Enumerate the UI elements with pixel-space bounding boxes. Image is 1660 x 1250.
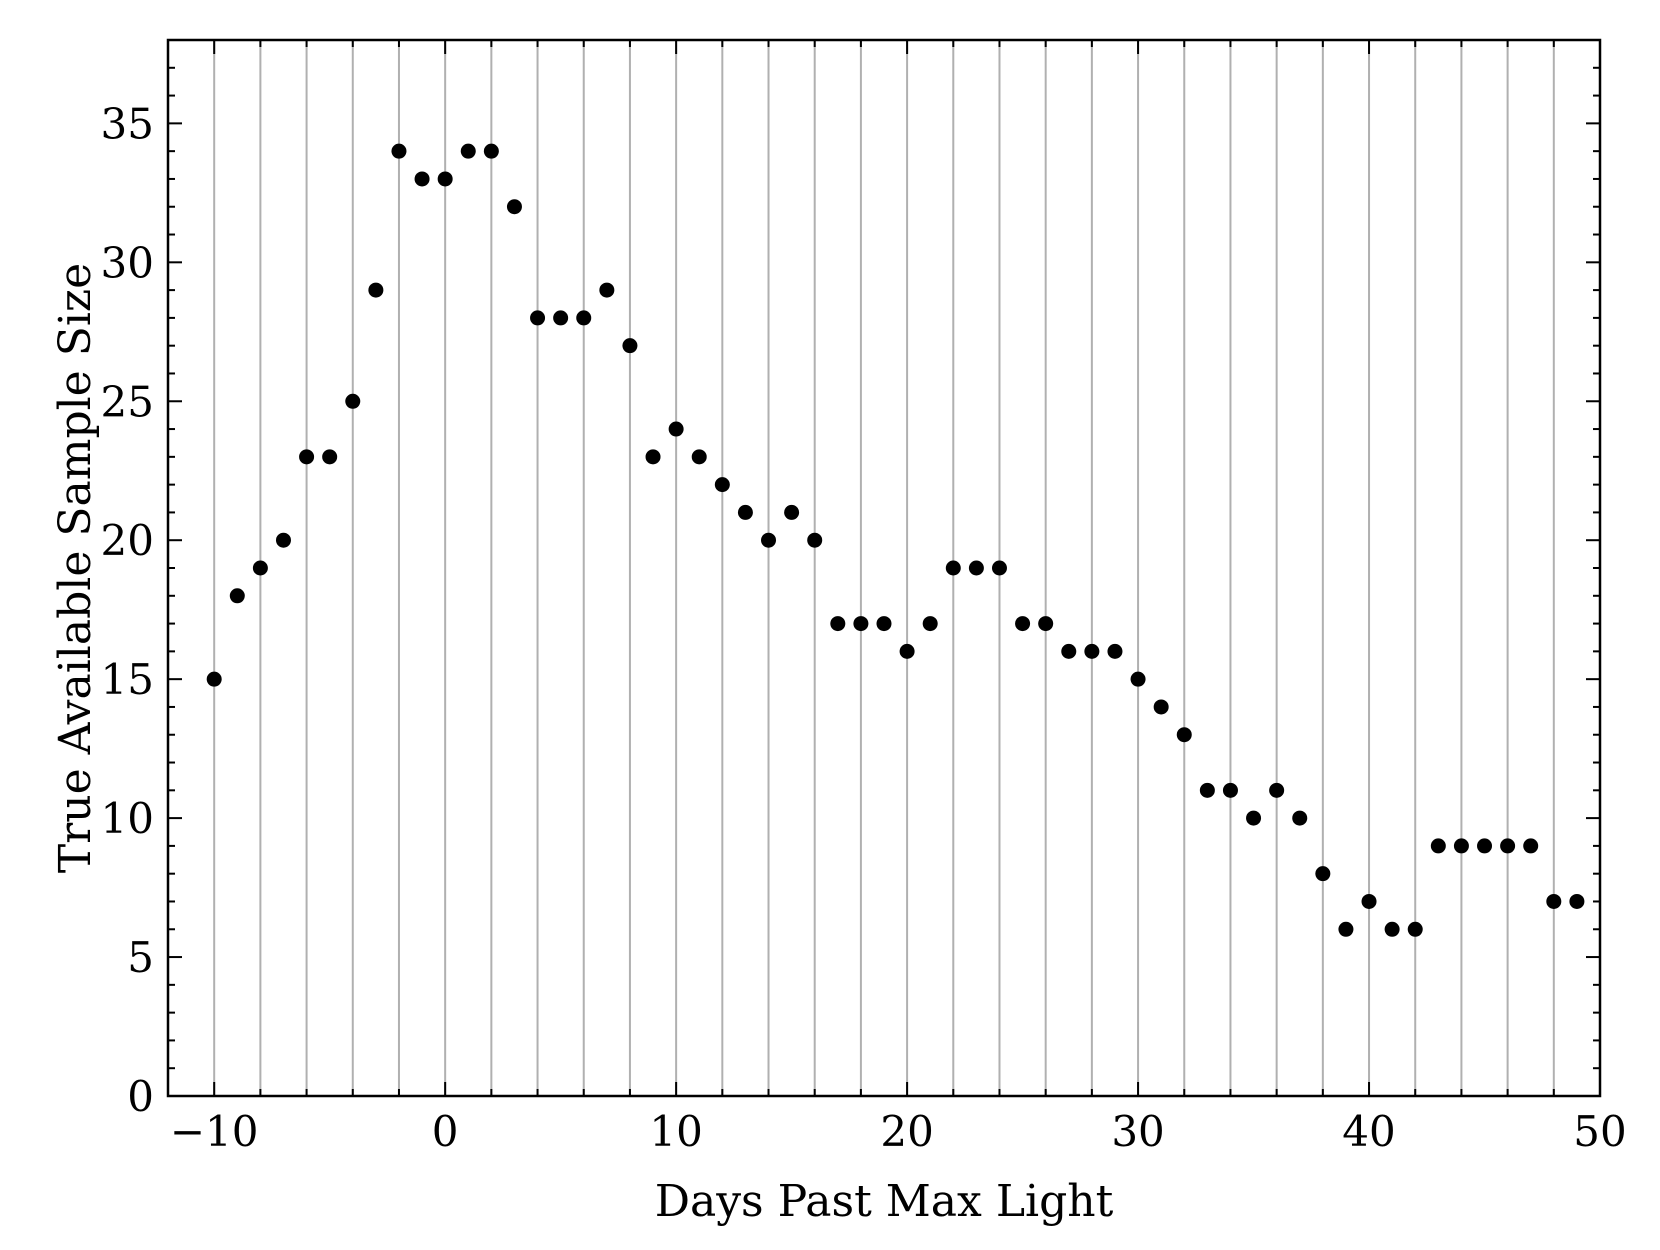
data-point bbox=[1061, 643, 1077, 659]
data-point bbox=[1477, 838, 1493, 854]
data-point bbox=[1153, 699, 1169, 715]
data-point bbox=[437, 171, 453, 187]
data-point bbox=[506, 199, 522, 215]
y-tick-label: 35 bbox=[101, 99, 154, 148]
data-points bbox=[206, 143, 1585, 937]
data-point bbox=[922, 616, 938, 632]
x-tick-label: 40 bbox=[1342, 1107, 1395, 1156]
data-point bbox=[599, 282, 615, 298]
data-point bbox=[1315, 866, 1331, 882]
data-point bbox=[1338, 921, 1354, 937]
data-point bbox=[483, 143, 499, 159]
x-tick-label: 20 bbox=[880, 1107, 933, 1156]
tick-labels: −10 0 10 20 30 40 50 0 5 10 15 20 25 30 35 bbox=[101, 99, 1627, 1156]
data-point bbox=[622, 338, 638, 354]
data-point bbox=[275, 532, 291, 548]
data-point bbox=[368, 282, 384, 298]
y-tick-label: 10 bbox=[101, 794, 154, 843]
data-point bbox=[668, 421, 684, 437]
data-point bbox=[991, 560, 1007, 576]
data-point bbox=[1199, 782, 1215, 798]
data-point bbox=[1130, 671, 1146, 687]
x-tick-label: 10 bbox=[649, 1107, 702, 1156]
x-axis-label: Days Past Max Light bbox=[655, 1176, 1114, 1227]
data-point bbox=[645, 449, 661, 465]
data-point bbox=[1430, 838, 1446, 854]
gridlines bbox=[213, 40, 1555, 1096]
x-tick-label: 30 bbox=[1111, 1107, 1164, 1156]
data-point bbox=[229, 588, 245, 604]
x-tick-label: 50 bbox=[1573, 1107, 1626, 1156]
data-point bbox=[1523, 838, 1539, 854]
data-point bbox=[1453, 838, 1469, 854]
data-point bbox=[345, 393, 361, 409]
data-point bbox=[761, 532, 777, 548]
data-point bbox=[899, 643, 915, 659]
data-point bbox=[1384, 921, 1400, 937]
data-point bbox=[1222, 782, 1238, 798]
x-tick-label: 0 bbox=[432, 1107, 459, 1156]
data-point bbox=[1176, 727, 1192, 743]
data-point bbox=[1038, 616, 1054, 632]
data-point bbox=[691, 449, 707, 465]
data-point bbox=[1246, 810, 1262, 826]
x-tick-label: −10 bbox=[170, 1107, 259, 1156]
data-point bbox=[1407, 921, 1423, 937]
data-point bbox=[945, 560, 961, 576]
y-tick-label: 30 bbox=[101, 238, 154, 287]
data-point bbox=[1107, 643, 1123, 659]
data-point bbox=[968, 560, 984, 576]
y-tick-label: 25 bbox=[101, 377, 154, 426]
data-point bbox=[1361, 893, 1377, 909]
data-point bbox=[1292, 810, 1308, 826]
data-point bbox=[1015, 616, 1031, 632]
data-point bbox=[1500, 838, 1516, 854]
data-point bbox=[876, 616, 892, 632]
data-point bbox=[1546, 893, 1562, 909]
y-tick-label: 0 bbox=[127, 1072, 154, 1121]
data-point bbox=[1269, 782, 1285, 798]
y-tick-label: 5 bbox=[127, 933, 154, 982]
data-point bbox=[322, 449, 338, 465]
data-point bbox=[530, 310, 546, 326]
y-tick-label: 20 bbox=[101, 516, 154, 565]
data-point bbox=[853, 616, 869, 632]
data-point bbox=[1569, 893, 1585, 909]
data-point bbox=[206, 671, 222, 687]
data-point bbox=[460, 143, 476, 159]
data-point bbox=[299, 449, 315, 465]
data-point bbox=[414, 171, 430, 187]
axis-ticks bbox=[167, 39, 1601, 1097]
data-point bbox=[252, 560, 268, 576]
data-point bbox=[784, 504, 800, 520]
data-point bbox=[553, 310, 569, 326]
data-point bbox=[1084, 643, 1100, 659]
data-point bbox=[807, 532, 823, 548]
y-tick-label: 15 bbox=[101, 655, 154, 704]
plot-frame bbox=[166, 38, 1602, 1098]
data-point bbox=[830, 616, 846, 632]
data-point bbox=[576, 310, 592, 326]
data-point bbox=[391, 143, 407, 159]
y-axis-label: True Available Sample Size bbox=[50, 263, 101, 873]
data-point bbox=[714, 477, 730, 493]
data-point bbox=[737, 504, 753, 520]
